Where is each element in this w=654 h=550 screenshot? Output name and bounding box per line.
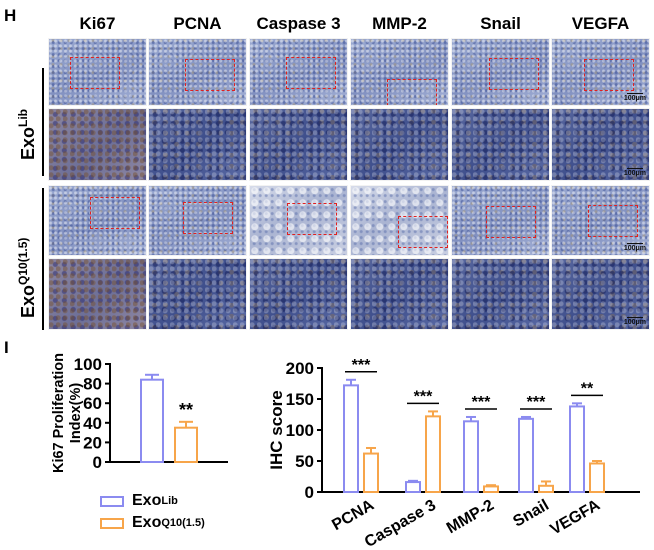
column-header-snail: Snail <box>480 14 521 33</box>
bar <box>538 484 554 494</box>
zoom-region-box <box>185 59 235 91</box>
column-header-vegfa: VEGFA <box>571 14 630 33</box>
zoom-region-box <box>486 206 536 238</box>
micrograph-tile: 100μm <box>551 38 650 106</box>
bar <box>405 481 421 494</box>
x-tick-label: Snail <box>510 497 552 531</box>
bar <box>343 384 359 493</box>
micrograph-tile <box>451 108 550 181</box>
zoom-region-box <box>489 58 539 90</box>
x-tick-label: Caspase 3 <box>362 497 439 550</box>
y-tick-label: 60 <box>83 394 102 413</box>
bar <box>140 378 164 463</box>
legend-item-exo-lib: Exo Lib <box>100 490 205 512</box>
zoom-region-box <box>70 57 120 89</box>
micrograph-tile: 100μm <box>551 258 650 330</box>
y-axis-label: Ki67 ProliferationIndex(%) <box>51 353 84 473</box>
zoom-region-box <box>286 57 336 89</box>
zoom-region-box <box>588 205 638 237</box>
y-tick-label: 200 <box>286 359 314 378</box>
micrograph-tile: 100μm <box>551 108 650 181</box>
column-header-mmp-2: MMP-2 <box>372 14 427 33</box>
chart-legend: Exo Lib Exo Q10(1.5) <box>100 490 205 534</box>
y-tick-label: 0 <box>305 483 314 502</box>
micrograph-tile <box>451 258 550 330</box>
micrograph-tile <box>148 108 247 181</box>
significance-label: *** <box>527 394 546 411</box>
micrograph-tile <box>249 258 348 330</box>
bar <box>518 417 534 493</box>
micrograph-tile <box>451 185 550 256</box>
micrograph-tile <box>350 258 449 330</box>
bar <box>463 420 479 493</box>
row-group-bracket <box>42 188 44 330</box>
significance-label: *** <box>352 357 371 374</box>
scale-bar: 100μm <box>624 243 646 252</box>
micrograph-tile <box>350 38 449 106</box>
y-tick-label: 100 <box>74 355 102 374</box>
row-group-bracket <box>42 68 44 176</box>
y-tick-label: 20 <box>83 433 102 452</box>
scale-bar: 100μm <box>624 93 646 102</box>
significance-label: *** <box>472 394 491 411</box>
zoom-region-box <box>183 202 233 234</box>
zoom-region-box <box>287 203 337 235</box>
y-tick-label: 40 <box>83 414 102 433</box>
significance-label: ** <box>581 380 594 397</box>
micrograph-tile <box>148 258 247 330</box>
column-header-caspase-3: Caspase 3 <box>256 14 341 33</box>
column-header-pcna: PCNA <box>173 14 222 33</box>
x-tick-label: VEGFA <box>548 497 604 539</box>
micrograph-tile <box>350 185 449 256</box>
legend-item-exo-q10: Exo Q10(1.5) <box>100 512 205 534</box>
bar <box>483 485 499 493</box>
micrograph-tile <box>249 185 348 256</box>
panel-letter-h: H <box>4 6 17 25</box>
micrograph-tile <box>148 38 247 106</box>
micrograph-tile: 100μm <box>551 185 650 256</box>
zoom-region-box <box>398 216 448 248</box>
panel-letter-i: I <box>4 338 9 357</box>
micrograph-tile <box>451 38 550 106</box>
micrograph-tile <box>48 38 147 106</box>
bar <box>589 462 605 494</box>
y-tick-label: 100 <box>286 421 314 440</box>
bar <box>363 452 379 493</box>
micrograph-tile <box>148 185 247 256</box>
legend-swatch <box>100 495 124 507</box>
scale-bar: 100μm <box>624 168 646 177</box>
bar <box>425 415 441 493</box>
row-label-exo-lib: ExoLib <box>16 108 38 160</box>
zoom-region-box <box>90 197 140 229</box>
micrograph-tile <box>350 108 449 181</box>
bar <box>569 405 585 493</box>
micrograph-tile <box>249 38 348 106</box>
micrograph-tile <box>48 108 147 181</box>
y-tick-label: 80 <box>83 375 102 394</box>
row-label-exo-q10: ExoQ10(1.5) <box>16 237 38 318</box>
y-tick-label: 50 <box>295 452 314 471</box>
micrograph-tile <box>249 108 348 181</box>
legend-swatch <box>100 517 124 529</box>
column-header-ki67: Ki67 <box>79 14 116 33</box>
zoom-region-box <box>584 59 634 91</box>
micrograph-tile <box>48 185 147 256</box>
y-tick-label: 150 <box>286 390 314 409</box>
y-tick-label: 0 <box>93 453 102 472</box>
significance-label: *** <box>414 388 433 405</box>
micrograph-tile <box>48 258 147 330</box>
bar <box>174 426 198 463</box>
x-tick-label: MMP-2 <box>444 497 497 538</box>
x-tick-label: PCNA <box>329 497 377 535</box>
y-axis-label: IHC score <box>267 390 286 469</box>
zoom-region-box <box>387 79 437 105</box>
significance-label: ** <box>179 400 193 420</box>
scale-bar: 100μm <box>624 317 646 326</box>
